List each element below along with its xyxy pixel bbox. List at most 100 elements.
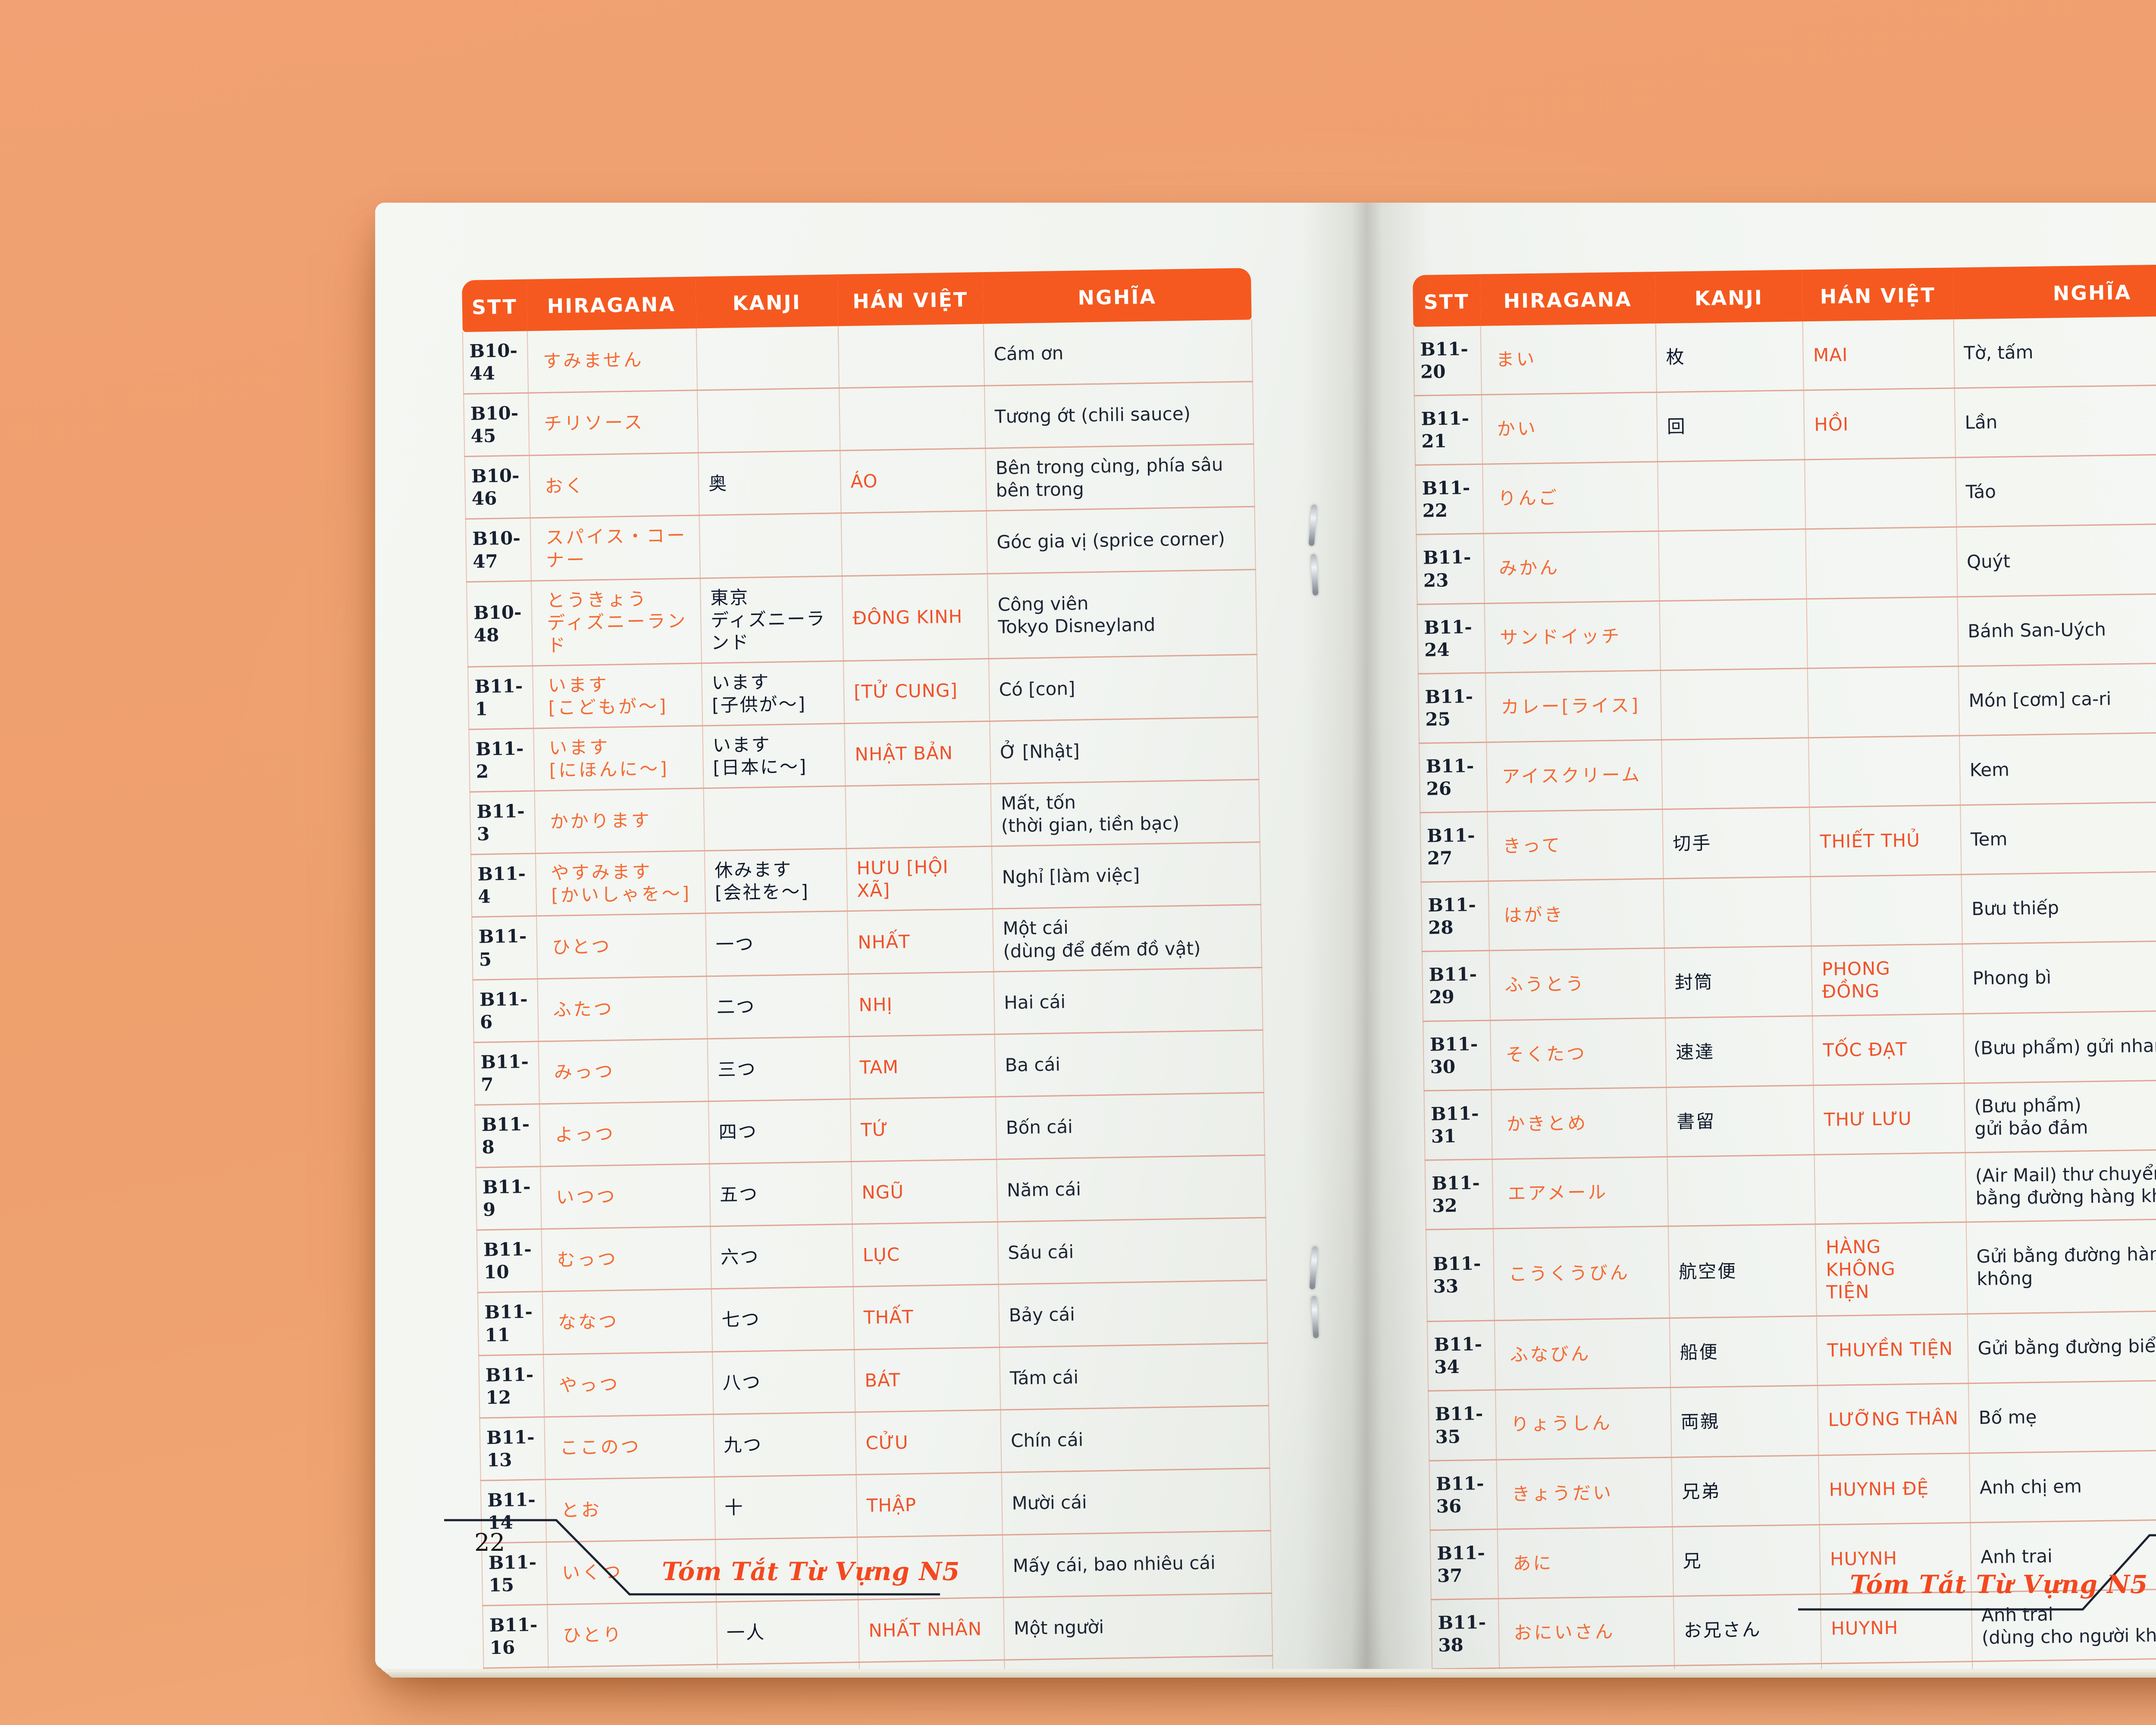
stt-cell: B11-34 — [1427, 1320, 1495, 1391]
table-row: B11-7 みっつ 三つ TAM Ba cái — [473, 1030, 1264, 1105]
stt-cell: B10-46 — [464, 455, 530, 519]
table-row: B11-27 きって 切手 THIẾT THỦ Tem — [1420, 801, 2156, 882]
han_viet-cell — [1808, 666, 1959, 738]
col-header-hiragana: HIRAGANA — [1479, 272, 1656, 326]
table-row: B11-23 みかん Quýt — [1416, 523, 2156, 605]
stt-cell: B10-45 — [464, 393, 530, 457]
stt-cell: B11-22 — [1415, 464, 1484, 535]
page-right: STT HIRAGANA KANJI HÁN VIỆT NGHĨA B11-20 まい枚 MA… — [1367, 203, 2156, 1669]
han_viet-cell: NHẤT — [847, 909, 994, 974]
table-row: B10-46 おく奥 ÁO Bên trong cùng, phía sâu bên … — [464, 444, 1255, 519]
han_viet-cell: NHẬT BẢN — [844, 721, 991, 786]
nghia-cell: Ba cái — [994, 1030, 1264, 1097]
kanji-cell: 五つ — [709, 1161, 852, 1226]
han_viet-cell — [845, 784, 992, 849]
stt-cell: B11-16 — [483, 1604, 548, 1669]
hiragana-cell: そくたつ — [1490, 1018, 1667, 1090]
footer-right: Tóm Tắt Từ Vựng N5 23 — [1798, 1529, 2156, 1628]
stt-cell: B11-37 — [1430, 1529, 1498, 1600]
kanji-cell: 書留 — [1666, 1085, 1814, 1157]
hiragana-cell: かい — [1481, 392, 1658, 464]
hiragana-cell: ななつ — [542, 1289, 712, 1355]
han_viet-cell — [1808, 735, 1960, 807]
stt-cell: B11-8 — [475, 1104, 541, 1168]
col-header-hiragana: HIRAGANA — [526, 276, 696, 331]
kanji-cell: 両親 — [1670, 1386, 1819, 1457]
han_viet-cell: NGŨ — [851, 1159, 998, 1224]
nghia-cell: Món [cơm] ca-ri — [1958, 662, 2156, 736]
table-row: B11-31 かきとめ 書留 THƯ LƯU (Bưu phẩm) gửi bảo đả… — [1424, 1079, 2156, 1160]
nghia-cell: Ở [Nhật] — [989, 717, 1259, 784]
nghia-cell: Góc gia vị (sprice corner) — [986, 507, 1256, 574]
han_viet-cell: TAM — [849, 1034, 996, 1099]
stt-cell: B11-7 — [473, 1041, 540, 1105]
table-row: B11-10 むっつ 六つ LỤC Sáu cái — [476, 1217, 1267, 1293]
footer-title-right: Tóm Tắt Từ Vựng N5 — [1850, 1570, 2148, 1599]
kanji-cell: 休みます [会社を〜] — [704, 848, 848, 914]
hiragana-cell: エアメール — [1492, 1157, 1668, 1229]
kanji-cell: 二つ — [706, 974, 849, 1039]
table-row: B11-5 ひとつ 一つ NHẤT Một cái (dùng để đếm đồ vậ… — [472, 905, 1262, 980]
kanji-cell — [1659, 599, 1808, 671]
han_viet-cell — [838, 323, 984, 388]
hiragana-cell: よっつ — [539, 1101, 709, 1167]
han_viet-cell: ĐÔNG KINH — [842, 574, 989, 661]
page-number-left: 22 — [474, 1529, 505, 1557]
nghia-cell: Tám cái — [999, 1343, 1269, 1410]
han_viet-cell: HƯU [HỘI XÃ] — [846, 846, 993, 912]
hiragana-cell: スパイス・コーナー — [530, 515, 700, 581]
table-row: B11-22 りんご Táo — [1415, 454, 2156, 535]
hiragana-cell: やっつ — [543, 1352, 714, 1417]
stt-cell: B11-3 — [470, 791, 536, 855]
stt-cell: B11-5 — [472, 916, 538, 980]
table-row: B11-9 いつつ 五つ NGŨ Năm cái — [476, 1155, 1266, 1230]
table-row: B11-8 よっつ 四つ TỨ Bốn cái — [475, 1092, 1265, 1168]
stt-cell: B11-1 — [468, 665, 534, 730]
stt-cell: B11-10 — [476, 1229, 542, 1293]
col-header-kanji: KANJI — [695, 274, 838, 329]
hiragana-cell: きって — [1487, 809, 1664, 881]
nghia-cell: Năm cái — [996, 1155, 1266, 1222]
han_viet-cell: HỒI — [1804, 388, 1955, 460]
kanji-cell: 東京 ディズニーランド — [700, 576, 844, 663]
han_viet-cell: NHỊ — [848, 971, 995, 1037]
stt-cell: B11-9 — [476, 1166, 542, 1230]
table-row: B11-11 ななつ 七つ THẤT Bảy cái — [477, 1280, 1268, 1355]
nghia-cell: Tem — [1960, 801, 2156, 875]
kanji-cell: 八つ — [712, 1349, 856, 1414]
kanji-cell: 船便 — [1669, 1316, 1818, 1388]
hiragana-cell: りょうしん — [1495, 1387, 1672, 1460]
hiragana-cell: きょうだい — [1496, 1457, 1673, 1529]
han_viet-cell — [841, 511, 987, 576]
nghia-cell: Tương ớt (chili sauce) — [984, 381, 1254, 448]
table-row: B10-45 チリソース Tương ớt (chili sauce) — [464, 381, 1254, 457]
kanji-cell: 航空便 — [1668, 1224, 1817, 1318]
kanji-cell — [1667, 1154, 1816, 1226]
kanji-cell — [1660, 668, 1809, 740]
nghia-cell: Tờ, tấm — [1953, 315, 2156, 389]
nghia-cell: Gửi bằng đường biển — [1967, 1310, 2156, 1384]
stt-cell: B11-31 — [1424, 1089, 1492, 1160]
hiragana-cell: カレー[ライス] — [1485, 670, 1661, 743]
table-row: B11-6 ふたつ 二つ NHỊ Hai cái — [473, 967, 1263, 1043]
hiragana-cell: はがき — [1488, 878, 1664, 951]
kanji-cell — [1661, 737, 1810, 809]
kanji-cell: 七つ — [711, 1286, 855, 1352]
kanji-cell: 奥 — [698, 451, 841, 516]
stt-cell: B10-44 — [462, 331, 529, 394]
table-row: B11-29 ふうとう 封筒 PHONG ĐỒNG Phong bì — [1422, 940, 2156, 1021]
stt-cell: B11-29 — [1422, 950, 1490, 1021]
han_viet-cell: THUYỀN TIỆN — [1817, 1314, 1968, 1386]
table-row: B11-33 こうくうびん 航空便 HÀNG KHÔNG TIỆN Gửi bằng đ… — [1426, 1218, 2156, 1322]
stt-cell: B11-28 — [1421, 881, 1489, 952]
kanji-cell: 速達 — [1665, 1016, 1814, 1088]
nghia-cell: Một cái (dùng để đếm đồ vật) — [992, 905, 1262, 972]
nghia-cell: Bố mẹ — [1968, 1380, 2156, 1453]
hiragana-cell: チリソース — [528, 390, 699, 456]
header-row: STT HIRAGANA KANJI HÁN VIỆT NGHĨA — [1413, 263, 2156, 327]
kanji-cell — [1657, 460, 1806, 532]
kanji-cell — [1658, 529, 1807, 601]
han_viet-cell: BÁT — [854, 1347, 1001, 1412]
table-row: B11-12 やっつ 八つ BÁT Tám cái — [479, 1343, 1269, 1418]
